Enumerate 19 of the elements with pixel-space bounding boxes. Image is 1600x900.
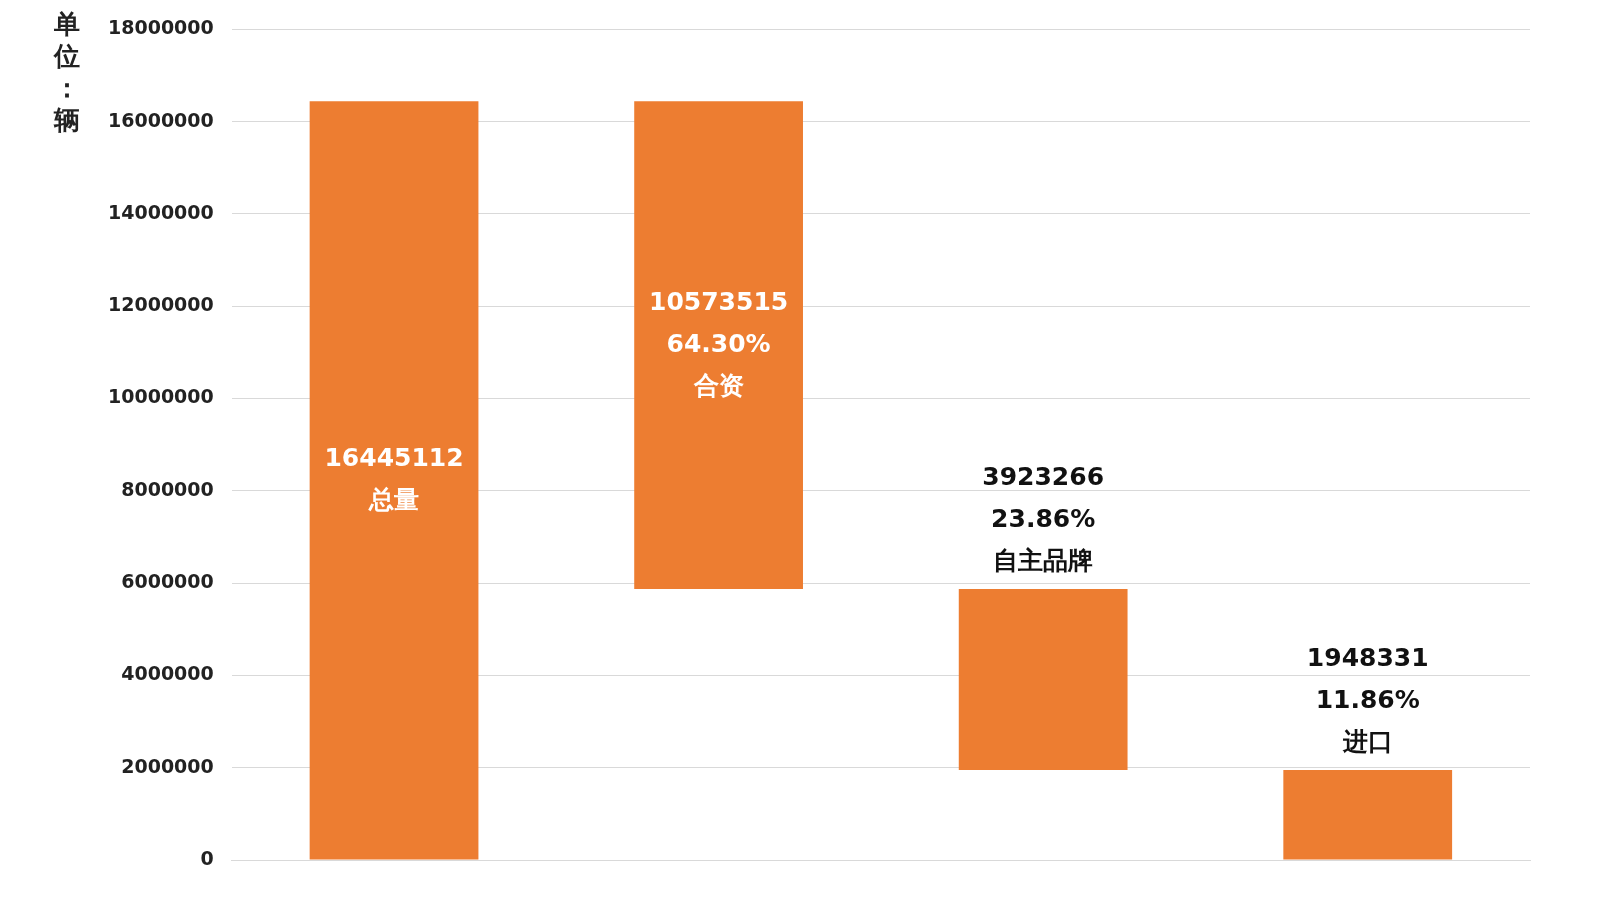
data-label: 1948331 11.86% 进口 — [1306, 642, 1429, 756]
data-label: 10573515 64.30% 合资 — [649, 286, 789, 400]
y-tick-label: 4000000 — [121, 662, 214, 685]
y-tick-label: 6000000 — [121, 570, 214, 593]
y-tick-label: 8000000 — [121, 477, 214, 500]
y-axis-title: 单位：辆 — [52, 8, 81, 136]
y-tick-label: 2000000 — [121, 754, 214, 777]
bar — [309, 101, 479, 860]
bar — [1283, 770, 1453, 860]
y-tick-label: 10000000 — [108, 385, 214, 408]
y-tick-label: 0 — [200, 846, 214, 869]
y-tick-label: 12000000 — [108, 293, 214, 316]
y-tick-label: 14000000 — [108, 200, 214, 223]
y-tick-label: 18000000 — [108, 16, 214, 39]
y-tick-label: 16000000 — [108, 108, 214, 131]
data-label: 16445112 总量 — [324, 442, 464, 514]
bar — [634, 101, 803, 590]
data-label: 3923266 23.86% 自主品牌 — [982, 461, 1105, 575]
bar — [958, 589, 1128, 771]
